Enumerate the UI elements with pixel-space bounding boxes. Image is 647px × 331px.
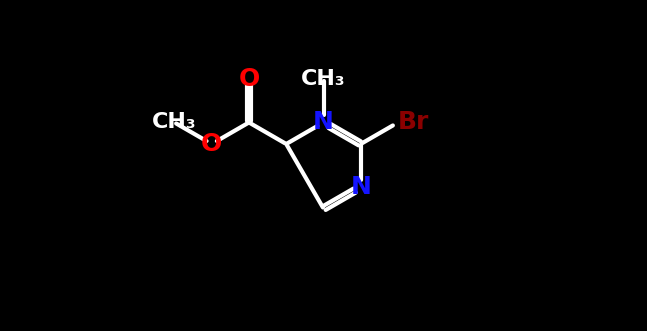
Text: CH₃: CH₃ xyxy=(302,70,345,89)
Text: O: O xyxy=(201,132,223,156)
Text: O: O xyxy=(238,68,259,91)
Text: CH₃: CH₃ xyxy=(152,113,197,132)
Text: Br: Br xyxy=(398,111,430,134)
Text: N: N xyxy=(313,111,334,134)
Text: N: N xyxy=(350,175,371,199)
